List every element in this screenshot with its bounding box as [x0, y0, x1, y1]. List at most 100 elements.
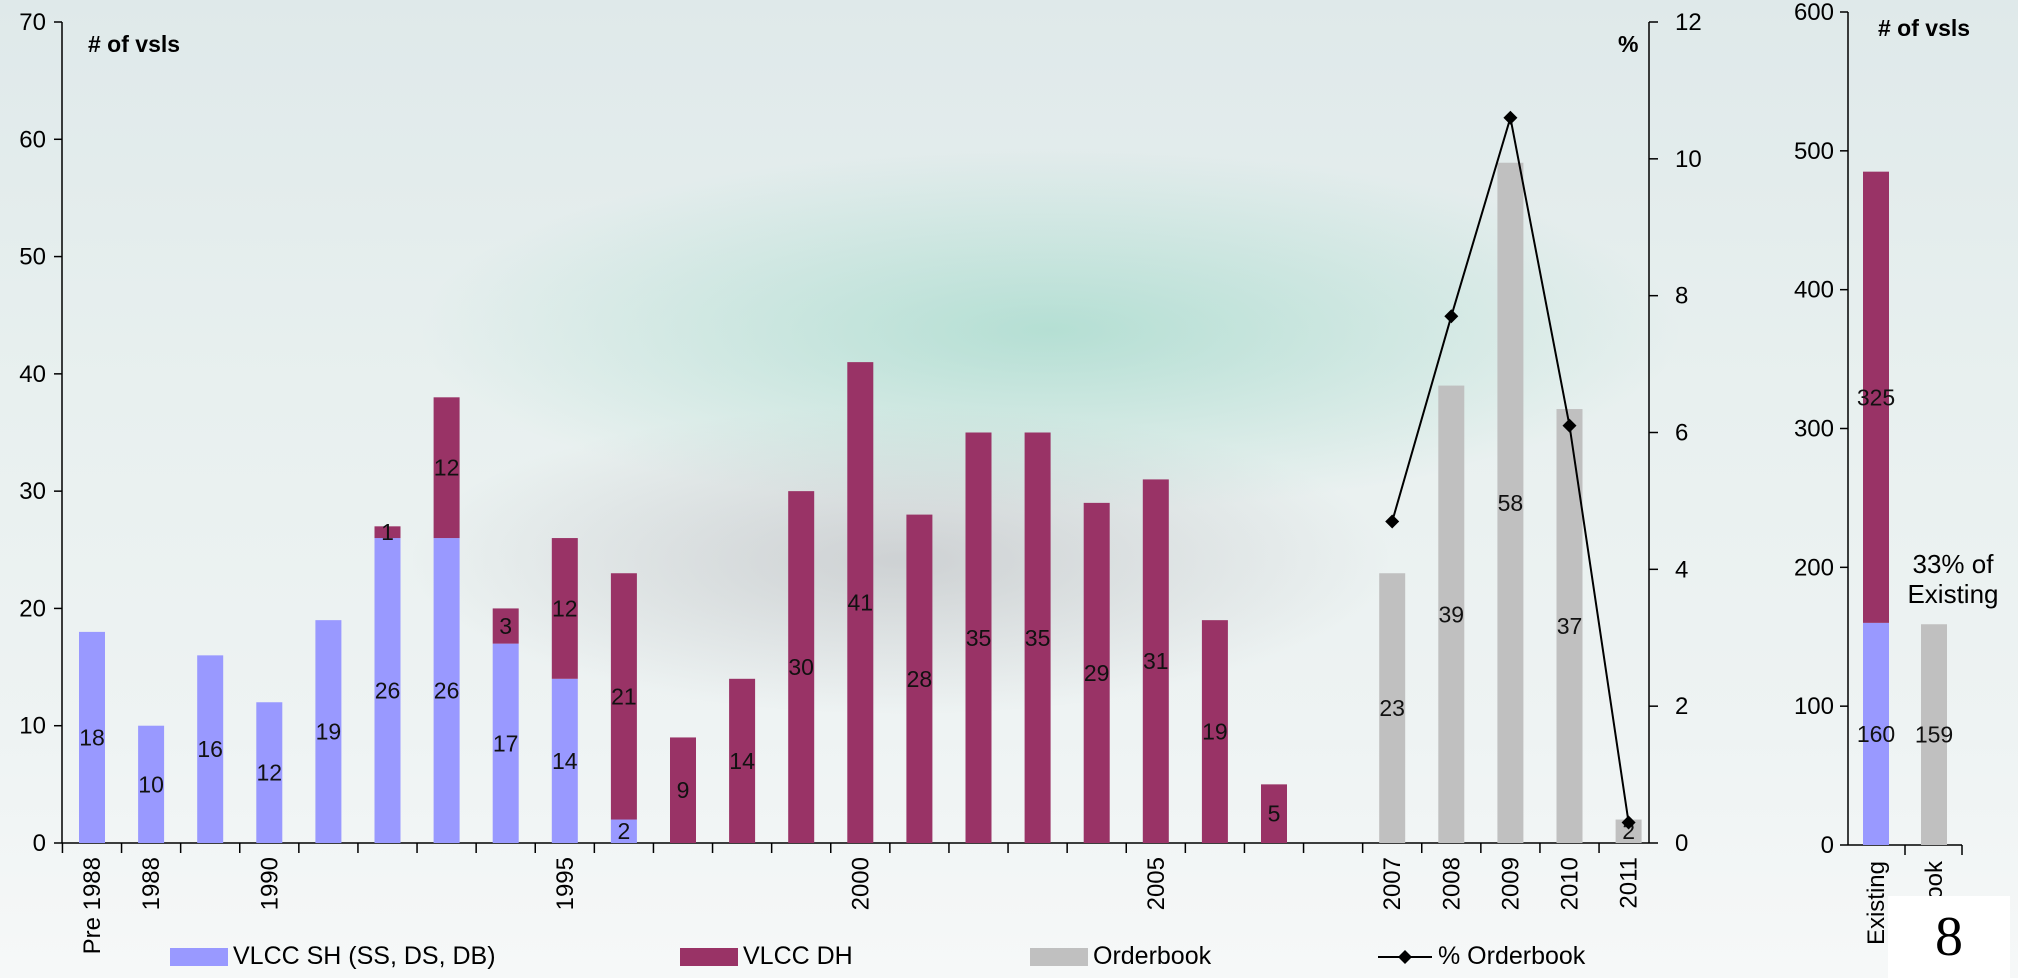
data-label-dh: 3	[499, 613, 512, 639]
x-tick-label: 2005	[1143, 857, 1170, 910]
data-label: 19	[1202, 719, 1228, 745]
pct-orderbook-marker	[1562, 418, 1577, 433]
left-y-tick-label: 20	[19, 595, 46, 622]
bar-vlcc-dh	[670, 737, 696, 843]
left-y-tick-label: 70	[19, 9, 46, 36]
legend-label-dh: VLCC DH	[743, 942, 853, 970]
data-label: 30	[788, 654, 814, 680]
bar-vlcc-sh	[315, 620, 342, 843]
data-label: 26	[375, 678, 401, 704]
x-tick-label: 1988	[138, 857, 165, 910]
summary-data-label: 325	[1857, 384, 1895, 410]
summary-bar-vlcc-sh	[1863, 622, 1889, 845]
data-label: 16	[197, 736, 223, 762]
bar-orderbook	[1615, 819, 1642, 843]
data-label: 10	[138, 771, 164, 797]
bar-vlcc-dh	[551, 538, 578, 679]
right-y-tick-label: 8	[1675, 283, 1688, 310]
data-label: 37	[1557, 613, 1583, 639]
data-label: 41	[848, 590, 874, 616]
bar-vlcc-dh	[847, 362, 874, 843]
left-y-tick-label: 10	[19, 713, 46, 740]
bar-vlcc-dh	[1083, 502, 1110, 843]
summary-y-tick-label: 500	[1794, 138, 1834, 165]
summary-y-tick-label: 100	[1794, 693, 1834, 720]
bar-orderbook	[1438, 385, 1465, 843]
bar-vlcc-sh	[610, 819, 637, 843]
x-tick-label: 1995	[552, 857, 579, 910]
legend-label-sh: VLCC SH (SS, DS, DB)	[233, 942, 496, 970]
right-y-tick-label: 0	[1675, 830, 1688, 857]
summary-data-label: 160	[1857, 721, 1895, 747]
summary-y-tick-label: 0	[1821, 832, 1834, 859]
data-label: 31	[1143, 648, 1169, 674]
data-label: 39	[1439, 601, 1465, 627]
x-tick-label: 2007	[1379, 857, 1406, 910]
bar-vlcc-dh	[433, 397, 460, 539]
left-y-tick-label: 60	[19, 126, 46, 153]
bar-vlcc-dh	[1261, 784, 1287, 843]
data-label-dh: 12	[434, 455, 460, 481]
x-tick-label: 2011	[1616, 857, 1643, 909]
bar-vlcc-dh	[965, 432, 992, 843]
data-label: 23	[1379, 695, 1405, 721]
bar-vlcc-sh	[197, 655, 224, 843]
bar-vlcc-sh	[138, 725, 165, 843]
x-tick-label: 1990	[256, 857, 283, 910]
data-label-dh: 12	[552, 595, 578, 621]
bar-vlcc-dh	[1142, 479, 1169, 843]
summary-data-label: 159	[1915, 722, 1953, 748]
bar-vlcc-dh	[610, 573, 637, 820]
legend-label-orderbook: Orderbook	[1093, 942, 1212, 970]
right-y-tick-label: 2	[1675, 693, 1688, 720]
left-y-tick-label: 0	[33, 830, 46, 857]
data-label-dh: 1	[381, 519, 394, 545]
pct-orderbook-marker	[1621, 815, 1636, 830]
legend-swatch-dh	[680, 948, 738, 966]
data-label: 9	[677, 777, 690, 803]
bar-vlcc-dh	[492, 608, 519, 644]
right-y-tick-label: 10	[1675, 146, 1702, 173]
pct-orderbook-marker	[1385, 514, 1400, 529]
right-y-tick-label: 12	[1675, 9, 1702, 36]
data-label: 28	[907, 666, 933, 692]
right-y-unit: %	[1618, 31, 1638, 57]
left-y-tick-label: 50	[19, 244, 46, 271]
data-label: 29	[1084, 660, 1110, 686]
legend-marker-pct	[1398, 950, 1412, 964]
summary-bar-vlcc-dh	[1863, 171, 1889, 623]
bar-vlcc-sh	[492, 643, 519, 843]
summary-y-unit: # of vsls	[1878, 15, 1970, 41]
summary-annotation-line1: 33% of	[1913, 549, 1995, 579]
data-label: 14	[552, 748, 578, 774]
x-tick-label: 2009	[1497, 857, 1524, 910]
x-tick-label: 2008	[1438, 857, 1465, 910]
summary-annotation-line2: Existing	[1907, 579, 1998, 609]
right-y-tick-label: 6	[1675, 420, 1688, 447]
bar-vlcc-sh	[551, 678, 578, 843]
summary-y-tick-label: 300	[1794, 416, 1834, 443]
summary-y-tick-label: 400	[1794, 277, 1834, 304]
bar-vlcc-dh	[906, 514, 933, 843]
data-label: 17	[493, 730, 519, 756]
x-tick-label: Pre 1988	[79, 857, 106, 954]
bar-vlcc-sh	[374, 538, 401, 843]
summary-bar-orderbook	[1921, 624, 1947, 845]
bar-vlcc-dh	[729, 678, 756, 843]
legend-swatch-sh	[170, 948, 228, 966]
summary-x-tick-label: Existing	[1863, 861, 1890, 945]
data-label-dh: 21	[611, 683, 637, 709]
bar-vlcc-dh	[1201, 620, 1228, 843]
bar-vlcc-dh	[1024, 432, 1051, 843]
data-label: 58	[1498, 490, 1524, 516]
data-label: 2	[618, 818, 631, 844]
bar-vlcc-sh	[433, 538, 460, 843]
pct-orderbook-marker	[1444, 309, 1459, 324]
bar-vlcc-dh	[374, 526, 401, 539]
bar-vlcc-sh	[256, 702, 283, 843]
data-label: 19	[316, 719, 342, 745]
left-y-tick-label: 40	[19, 361, 46, 388]
x-tick-label: 2010	[1557, 857, 1584, 910]
left-y-tick-label: 30	[19, 478, 46, 505]
